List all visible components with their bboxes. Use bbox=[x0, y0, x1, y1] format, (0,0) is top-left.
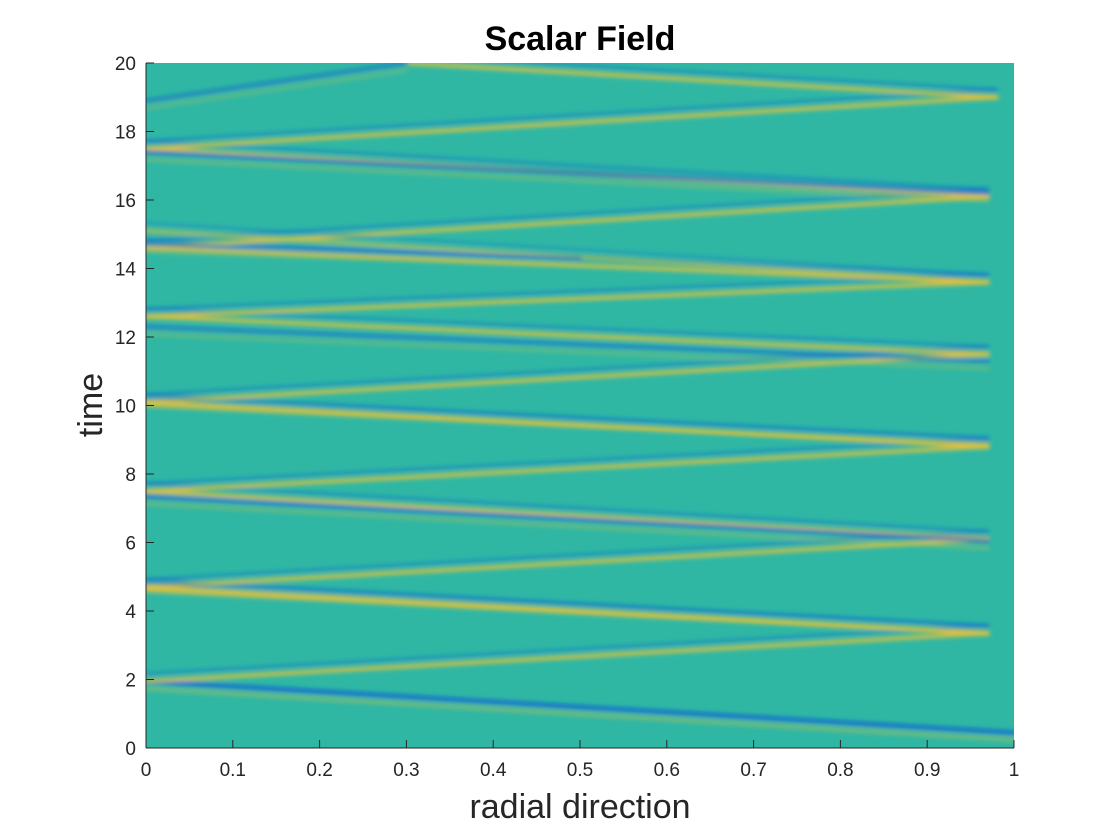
x-tick-label: 0.1 bbox=[220, 760, 246, 781]
plot-area bbox=[146, 63, 1014, 748]
branch-b-side-band bbox=[146, 139, 990, 191]
branch-b-side-band bbox=[146, 273, 990, 311]
y-tick-label: 4 bbox=[125, 602, 136, 623]
x-tick-label: 0 bbox=[141, 760, 152, 781]
x-ticks: 0 0.1 0.2 0.3 0.4 0.5 0.6 0.7 0.8 0.9 1 bbox=[141, 740, 1020, 781]
x-tick-label: 0.6 bbox=[654, 760, 680, 781]
y-tick-label: 6 bbox=[125, 534, 136, 555]
x-tick-label: 0.9 bbox=[914, 760, 940, 781]
y-tick-label: 16 bbox=[115, 191, 136, 212]
branch-b-segment bbox=[404, 63, 999, 100]
branch-b-side-band bbox=[146, 88, 999, 143]
y-axis-label: time bbox=[72, 373, 110, 437]
branch-b-segment bbox=[146, 489, 990, 542]
y-tick-label: 20 bbox=[115, 54, 136, 75]
branch-d-side-band bbox=[146, 502, 990, 550]
x-axis-label: radial direction bbox=[469, 788, 690, 826]
y-ticks: 0 2 4 6 8 10 12 14 16 18 20 bbox=[115, 54, 154, 760]
y-tick-label: 0 bbox=[125, 739, 136, 760]
branch-b-side-band bbox=[146, 307, 990, 349]
branch-c-segment bbox=[146, 588, 990, 636]
branch-i-segment bbox=[146, 242, 582, 261]
y-tick-label: 18 bbox=[115, 123, 136, 144]
branch-b-segment bbox=[146, 537, 990, 590]
x-tick-label: 0.5 bbox=[567, 760, 593, 781]
chart-title: Scalar Field bbox=[485, 20, 676, 58]
branch-e-side-band bbox=[146, 396, 990, 439]
y-tick-label: 12 bbox=[115, 328, 136, 349]
branch-b-side-band bbox=[146, 482, 990, 534]
branch-j-side-band bbox=[146, 69, 408, 110]
x-tick-label: 1 bbox=[1009, 760, 1020, 781]
branch-b-side-band bbox=[510, 63, 999, 92]
branch-b-segment bbox=[146, 444, 990, 494]
heatmap-waves bbox=[146, 63, 1014, 742]
branch-b-segment bbox=[146, 314, 990, 357]
x-tick-label: 0.4 bbox=[480, 760, 507, 781]
branch-a-segment bbox=[146, 679, 1014, 735]
x-tick-label: 0.7 bbox=[740, 760, 766, 781]
x-tick-label: 0.8 bbox=[827, 760, 853, 781]
branch-e-segment bbox=[146, 403, 990, 447]
branch-i-side-band bbox=[146, 250, 582, 268]
branch-b-segment bbox=[146, 631, 990, 684]
branch-h-side-band bbox=[146, 158, 990, 203]
branch-c-side-band bbox=[146, 581, 990, 628]
branch-h-segment bbox=[146, 150, 990, 196]
branch-f-side-band bbox=[146, 332, 990, 371]
axes: 0 0.1 0.2 0.3 0.4 0.5 0.6 0.7 0.8 0.9 1 0 2 4 6 8 10 12 1… bbox=[115, 54, 1019, 781]
branch-f-segment bbox=[146, 324, 990, 363]
y-tick-label: 2 bbox=[125, 671, 136, 692]
branch-g-side-band bbox=[146, 221, 990, 277]
x-tick-label: 0.3 bbox=[393, 760, 419, 781]
x-tick-label: 0.2 bbox=[306, 760, 332, 781]
branch-a-side-band bbox=[146, 687, 1014, 742]
y-tick-label: 14 bbox=[115, 260, 137, 281]
branch-d-segment bbox=[146, 494, 990, 543]
branch-j-segment bbox=[146, 63, 409, 103]
branch-b-side-band bbox=[146, 624, 990, 676]
branch-b-segment bbox=[146, 280, 990, 319]
branch-b-side-band bbox=[146, 437, 990, 486]
y-tick-label: 10 bbox=[115, 397, 136, 418]
y-tick-label: 8 bbox=[125, 465, 136, 486]
branch-b-segment bbox=[146, 95, 999, 151]
